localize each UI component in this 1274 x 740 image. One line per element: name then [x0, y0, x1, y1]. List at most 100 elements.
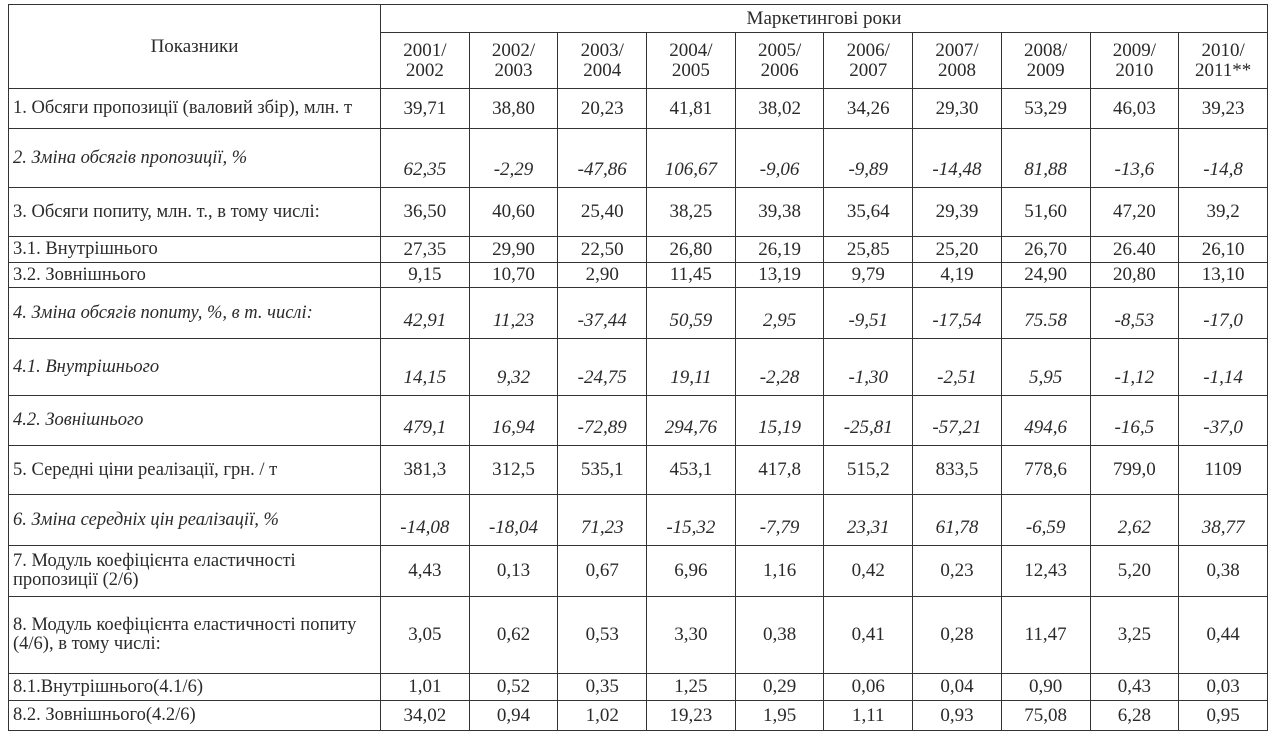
cell-value: 5,20 [1089, 545, 1180, 597]
cell-value: -9,89 [823, 128, 914, 188]
cell-value: -2,28 [734, 338, 825, 396]
cell-value: 0,42 [823, 545, 914, 597]
table-row: 8.1.Внутрішнього(4.1/6) 1,01 0,52 0,35 1,25 0… [8, 673, 1268, 701]
cell-value: -57,21 [912, 395, 1002, 446]
table-row: 2. Зміна обсягів пропозиції, % 62,35 -2,29… [8, 128, 1268, 188]
cell-value: -13,6 [1089, 128, 1180, 188]
cell-value: 0,38 [734, 596, 825, 674]
cell-value: 20,23 [557, 88, 648, 129]
cell-value: -6,59 [1000, 494, 1091, 546]
row-label: 8. Модуль коефіцієнта еластичності попит… [8, 596, 381, 674]
cell-value: 47,20 [1089, 187, 1180, 237]
cell-value: 1109 [1178, 445, 1268, 495]
cell-value: 13,10 [1178, 262, 1268, 288]
cell-value: 38,02 [734, 88, 825, 129]
cell-value: 42,91 [380, 287, 470, 339]
row-label: 3.2. Зовнішнього [8, 262, 381, 288]
table-row: 1. Обсяги пропозиції (валовий збір), млн… [8, 88, 1268, 129]
cell-value: 29,39 [912, 187, 1002, 237]
cell-value: 53,29 [1000, 88, 1091, 129]
cell-value: 41,81 [646, 88, 736, 129]
cell-value: 19,23 [646, 700, 736, 731]
cell-value: 0,06 [823, 673, 914, 701]
cell-value: -2,51 [912, 338, 1002, 396]
table-body: 1. Обсяги пропозиції (валовий збір), млн… [8, 88, 1268, 731]
cell-value: 24,90 [1000, 262, 1091, 288]
cell-value: 34,02 [380, 700, 470, 731]
cell-value: -37,0 [1178, 395, 1268, 446]
cell-value: 38,25 [646, 187, 736, 237]
cell-value: 16,94 [468, 395, 559, 446]
cell-value: 0,93 [912, 700, 1002, 731]
cell-value: 38,77 [1178, 494, 1268, 546]
cell-value: 535,1 [557, 445, 648, 495]
cell-value: -7,79 [734, 494, 825, 546]
cell-value: 0,62 [468, 596, 559, 674]
table-row: 3.2. Зовнішнього 9,15 10,70 2,90 11,45 13,19 9… [8, 262, 1268, 288]
cell-value: -37,44 [557, 287, 648, 339]
cell-value: 1,95 [734, 700, 825, 731]
cell-value: -14,08 [380, 494, 470, 546]
cell-value: 1,01 [380, 673, 470, 701]
cell-value: -14,8 [1178, 128, 1268, 188]
cell-value: 46,03 [1089, 88, 1180, 129]
row-label: 7. Модуль коефіцієнта еластичності пропо… [8, 545, 381, 597]
cell-value: 3,30 [646, 596, 736, 674]
cell-value: 25,20 [912, 236, 1002, 263]
cell-value: 29,90 [468, 236, 559, 263]
cell-value: 19,11 [646, 338, 736, 396]
cell-value: 1,11 [823, 700, 914, 731]
cell-value: 11,45 [646, 262, 736, 288]
cell-value: 11,23 [468, 287, 559, 339]
cell-value: 6,28 [1089, 700, 1180, 731]
cell-value: -47,86 [557, 128, 648, 188]
table-row: 3.1. Внутрішнього 27,35 29,90 22,50 26,80 26,… [8, 236, 1268, 263]
cell-value: 39,23 [1178, 88, 1268, 129]
cell-value: 453,1 [646, 445, 736, 495]
cell-value: -2,29 [468, 128, 559, 188]
table-wrap: Показники Маркетингові роки 2001/ 2002 20… [8, 4, 1268, 731]
cell-value: 312,5 [468, 445, 559, 495]
year-header: 2004/ 2005 [646, 32, 736, 89]
cell-value: 0,28 [912, 596, 1002, 674]
cell-value: 0,90 [1000, 673, 1091, 701]
cell-value: 20,80 [1089, 262, 1180, 288]
cell-value: 9,79 [823, 262, 914, 288]
years-row: 2001/ 2002 2002/ 2003 2003/ 2004 2004/ 2005… [9, 32, 1268, 89]
cell-value: 1,25 [646, 673, 736, 701]
cell-value: -18,04 [468, 494, 559, 546]
cell-value: 3,25 [1089, 596, 1180, 674]
row-label: 2. Зміна обсягів пропозиції, % [8, 128, 381, 188]
cell-value: 25,40 [557, 187, 648, 237]
row-label: 8.2. Зовнішнього(4.2/6) [8, 700, 381, 731]
cell-value: 2,95 [734, 287, 825, 339]
cell-value: 3,05 [380, 596, 470, 674]
cell-value: 26,10 [1178, 236, 1268, 263]
cell-value: 23,31 [823, 494, 914, 546]
table-row: 4.2. Зовнішнього 479,1 16,94 -72,89 294,76 15… [8, 395, 1268, 446]
cell-value: -16,5 [1089, 395, 1180, 446]
cell-value: 39,2 [1178, 187, 1268, 237]
cell-value: 29,30 [912, 88, 1002, 129]
table-row: 4. Зміна обсягів попиту, %, в т. числі: 4… [8, 287, 1268, 339]
cell-value: 5,95 [1000, 338, 1091, 396]
cell-value: 34,26 [823, 88, 914, 129]
year-header: 2008/ 2009 [1000, 32, 1091, 89]
row-label: 5. Середні ціни реалізації, грн. / т [8, 445, 381, 495]
cell-value: 0,04 [912, 673, 1002, 701]
year-header: 2003/ 2004 [557, 32, 648, 89]
cell-value: 26.40 [1089, 236, 1180, 263]
cell-value: 75.58 [1000, 287, 1091, 339]
cell-value: 39,38 [734, 187, 825, 237]
cell-value: 36,50 [380, 187, 470, 237]
cell-value: 9,15 [380, 262, 470, 288]
cell-value: 81,88 [1000, 128, 1091, 188]
cell-value: 0,38 [1178, 545, 1268, 597]
cell-value: 35,64 [823, 187, 914, 237]
cell-value: -1,12 [1089, 338, 1180, 396]
cell-value: -9,51 [823, 287, 914, 339]
row-label: 4. Зміна обсягів попиту, %, в т. числі: [8, 287, 381, 339]
cell-value: 13,19 [734, 262, 825, 288]
table-row: 4.1. Внутрішнього 14,15 9,32 -24,75 19,11 -2,… [8, 338, 1268, 396]
